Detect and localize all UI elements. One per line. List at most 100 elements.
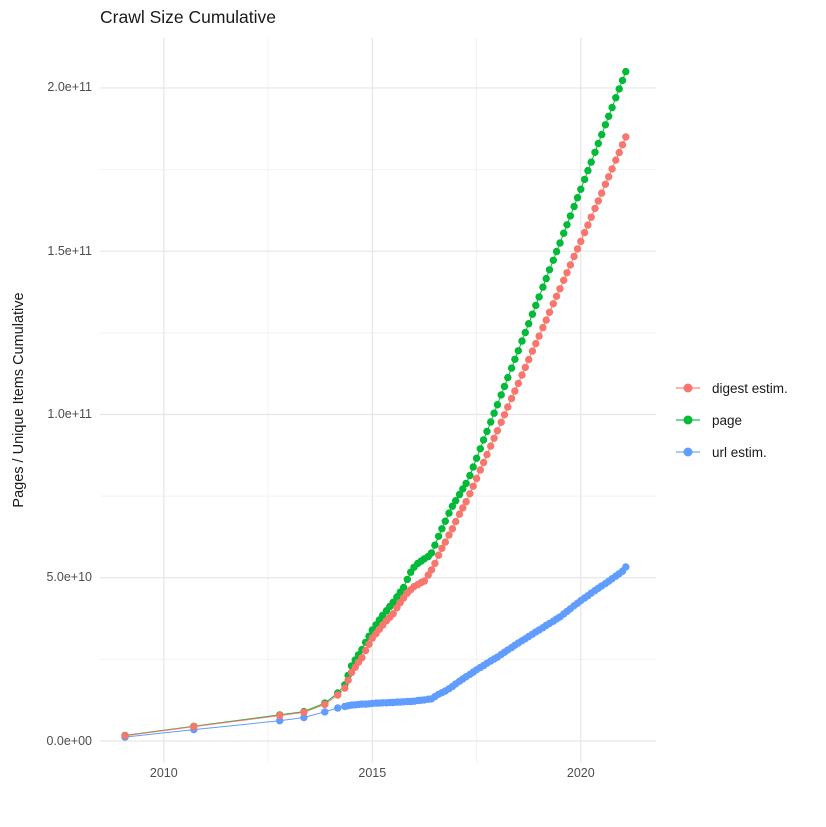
data-point	[487, 418, 495, 426]
data-point	[612, 156, 620, 164]
data-point	[438, 525, 446, 533]
x-tick-label: 2010	[149, 766, 178, 780]
data-point	[566, 261, 575, 269]
data-point	[462, 498, 470, 506]
data-point	[466, 471, 474, 480]
data-point	[563, 221, 571, 229]
legend-label: page	[712, 412, 743, 428]
legend-key-page	[676, 412, 700, 428]
data-point	[452, 497, 460, 505]
data-point	[584, 166, 592, 175]
y-tick-label: 0.0e+00	[46, 733, 92, 748]
data-point	[539, 283, 547, 291]
data-point	[427, 566, 436, 574]
data-point	[500, 411, 509, 419]
data-point	[587, 213, 595, 221]
data-point	[479, 458, 488, 467]
legend-dot-icon	[683, 415, 693, 425]
series-line-0	[124, 136, 627, 737]
data-point	[190, 722, 198, 731]
data-point	[518, 337, 526, 345]
data-point	[528, 310, 537, 318]
data-point	[358, 654, 366, 662]
data-point	[573, 245, 582, 253]
legend-dot-icon	[683, 383, 693, 393]
data-point	[525, 320, 533, 328]
data-point	[566, 212, 575, 220]
data-point	[121, 732, 129, 740]
data-point	[448, 525, 457, 533]
data-point	[504, 403, 512, 411]
data-point	[445, 531, 453, 539]
data-point	[347, 668, 356, 677]
data-point	[591, 204, 599, 213]
chart-title: Crawl Size Cumulative	[100, 7, 277, 27]
data-point	[504, 373, 512, 382]
data-point	[601, 121, 610, 129]
data-point	[459, 504, 467, 512]
data-point	[466, 490, 474, 498]
data-point	[321, 708, 329, 716]
data-point	[448, 502, 457, 510]
data-point	[556, 239, 564, 247]
data-point	[472, 454, 481, 462]
data-point	[622, 563, 630, 571]
data-point	[528, 347, 537, 355]
y-tick-label: 5.0e+10	[46, 570, 92, 585]
data-point	[552, 292, 561, 300]
data-point	[591, 148, 599, 156]
x-tick-label: 2015	[358, 766, 387, 780]
data-point	[545, 308, 554, 316]
data-point	[493, 427, 502, 435]
data-point	[389, 610, 397, 618]
data-point	[525, 355, 533, 364]
data-point	[434, 551, 443, 559]
data-point	[556, 285, 564, 293]
data-point	[507, 394, 516, 403]
data-point	[469, 463, 477, 471]
y-tick-label: 2.0e+11	[47, 80, 92, 95]
data-point	[535, 293, 543, 301]
data-point	[618, 76, 627, 85]
data-point	[514, 347, 522, 355]
data-point	[321, 700, 329, 709]
data-point	[587, 158, 595, 166]
data-point	[598, 189, 606, 197]
legend-item-digest: digest estim.	[676, 377, 788, 399]
data-point	[441, 517, 449, 525]
data-point	[472, 474, 481, 483]
data-point	[605, 112, 613, 121]
x-tick-label: 2020	[566, 766, 595, 780]
data-point	[608, 165, 616, 173]
data-point	[521, 328, 529, 337]
legend-label: url estim.	[712, 444, 767, 460]
data-point	[552, 247, 561, 256]
data-point	[563, 269, 571, 277]
data-point	[608, 103, 616, 112]
data-point	[361, 646, 370, 655]
data-point	[601, 180, 610, 188]
data-point	[507, 364, 516, 372]
data-point	[497, 391, 505, 399]
data-point	[532, 339, 540, 348]
data-point	[594, 197, 602, 205]
data-point	[403, 575, 411, 584]
data-point	[580, 228, 589, 237]
data-point	[459, 485, 467, 493]
data-point	[445, 509, 453, 517]
legend-label: digest estim.	[712, 380, 788, 396]
data-point	[452, 517, 460, 526]
data-point	[622, 67, 630, 76]
legend-key-url	[676, 444, 700, 460]
data-point	[570, 252, 578, 261]
data-point	[580, 175, 589, 184]
data-point	[598, 130, 606, 139]
data-point	[420, 577, 429, 585]
data-point	[500, 382, 509, 391]
data-point	[476, 466, 484, 474]
data-point	[487, 442, 495, 450]
data-point	[462, 479, 470, 488]
data-point	[532, 301, 540, 310]
